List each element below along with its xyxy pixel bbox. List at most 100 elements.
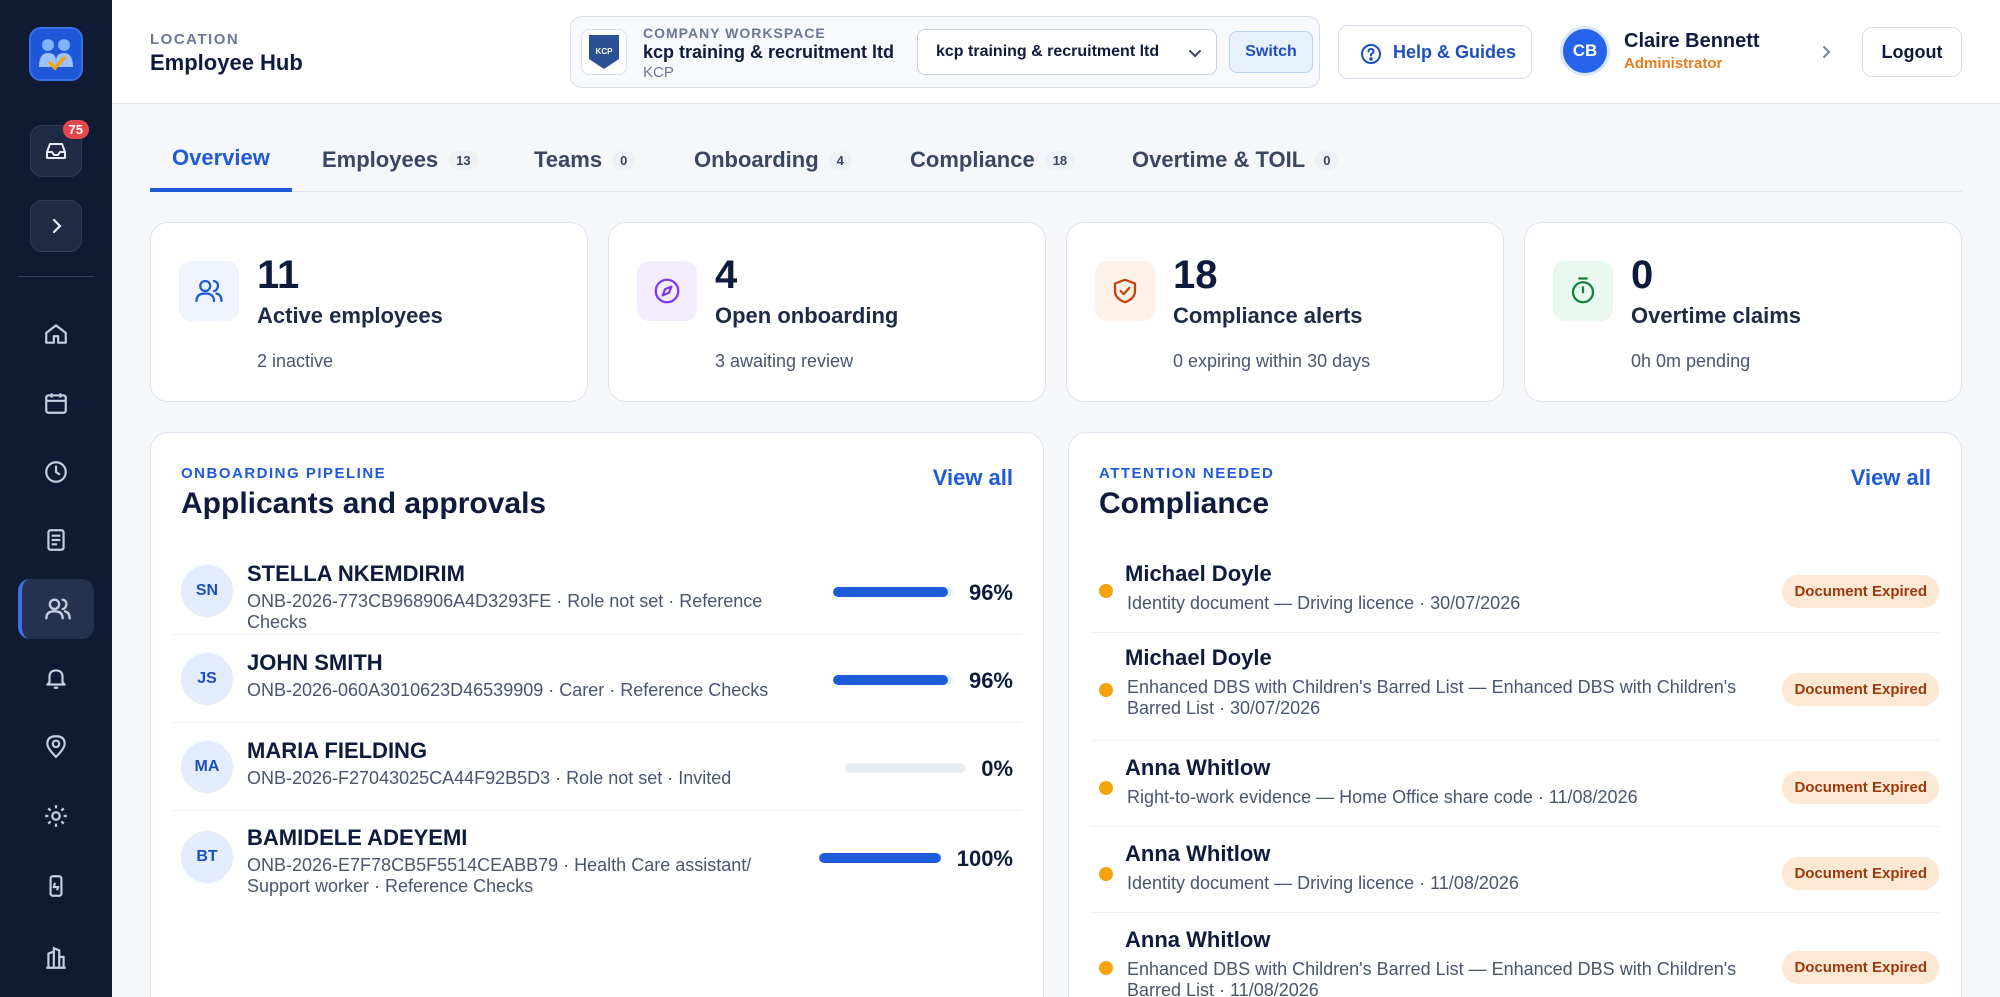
inbox-icon: [46, 143, 66, 159]
nav-locations[interactable]: [18, 716, 94, 776]
applicant-row[interactable]: MA MARIA FIELDING ONB-2026-F27043025CA44…: [173, 723, 1021, 811]
applicant-name: BAMIDELE ADEYEMI: [247, 825, 468, 850]
stat-card-compliance-alerts[interactable]: 18 Compliance alerts 0 expiring within 3…: [1066, 222, 1504, 402]
stat-card-overtime-claims[interactable]: 0 Overtime claims 0h 0m pending: [1524, 222, 1962, 402]
employee-name: Michael Doyle: [1125, 645, 1272, 670]
device-icon: [49, 875, 63, 897]
tab-onboarding[interactable]: Onboarding 4: [672, 128, 874, 192]
progress-bar: [845, 763, 965, 773]
status-badge: Document Expired: [1782, 673, 1939, 706]
nav-devices[interactable]: [18, 856, 94, 916]
compliance-row[interactable]: Anna Whitlow Identity document — Driving…: [1091, 827, 1939, 913]
compliance-view-all-link[interactable]: View all: [1850, 465, 1931, 490]
tab-overview[interactable]: Overview: [150, 128, 292, 192]
tab-teams[interactable]: Teams 0: [512, 128, 657, 192]
expand-sidebar-button[interactable]: [30, 200, 82, 252]
nav-calendar[interactable]: [18, 373, 94, 433]
nav-documents[interactable]: [18, 510, 94, 570]
stat-card-active-employees[interactable]: 11 Active employees 2 inactive: [150, 222, 588, 402]
status-badge: Document Expired: [1782, 575, 1939, 608]
applicant-name: JOHN SMITH: [247, 650, 383, 675]
progress-percent: 0%: [981, 756, 1013, 781]
tab-label: Teams: [534, 147, 603, 172]
nav-notifications[interactable]: [18, 648, 94, 708]
onboarding-view-all-link[interactable]: View all: [932, 465, 1013, 490]
clock-icon: [45, 461, 67, 483]
nav-employees[interactable]: [18, 579, 94, 639]
compliance-details: Enhanced DBS with Children's Barred List…: [1127, 959, 1737, 997]
applicant-row[interactable]: JS JOHN SMITH ONB-2026-060A3010623D46539…: [173, 635, 1021, 723]
buildings-icon: [46, 946, 66, 969]
progress-fill: [819, 853, 941, 863]
applicant-details: ONB-2026-773CB968906A4D3293FE · Role not…: [247, 591, 763, 632]
tab-label: Onboarding: [694, 147, 819, 172]
applicant-row[interactable]: SN STELLA NKEMDIRIM ONB-2026-773CB968906…: [173, 547, 1021, 635]
applicant-initials: BT: [181, 831, 233, 883]
inbox-button[interactable]: 75: [30, 120, 89, 177]
workspace-select-value: kcp training & recruitment ltd: [936, 43, 1160, 60]
app-logo[interactable]: [29, 27, 83, 81]
sidebar-divider: [18, 276, 94, 277]
tab-overtime-toil[interactable]: Overtime & TOIL 0: [1110, 128, 1360, 192]
compliance-row[interactable]: Anna Whitlow Enhanced DBS with Children'…: [1091, 913, 1939, 997]
tab-employees[interactable]: Employees 13: [300, 128, 501, 192]
workspace-select[interactable]: kcp training & recruitment ltd: [917, 29, 1217, 75]
panel-title: Compliance: [1099, 487, 1270, 520]
employee-name: Anna Whitlow: [1125, 755, 1271, 780]
status-badge: Document Expired: [1782, 951, 1939, 984]
applicant-initials: JS: [181, 653, 233, 705]
stat-label: Overtime claims: [1631, 303, 1801, 328]
employee-name: Anna Whitlow: [1125, 927, 1271, 952]
tab-count: 4: [828, 150, 852, 170]
workspace-name: kcp training & recruitment ltd: [643, 42, 895, 62]
employee-name: Anna Whitlow: [1125, 841, 1271, 866]
progress-bar: [833, 587, 953, 597]
stat-value: 0: [1631, 253, 1654, 297]
nav-settings[interactable]: [18, 786, 94, 846]
nav-time[interactable]: [18, 442, 94, 502]
compliance-row[interactable]: Michael Doyle Identity document — Drivin…: [1091, 547, 1939, 633]
users-icon: [45, 598, 71, 620]
compliance-row[interactable]: Anna Whitlow Right-to-work evidence — Ho…: [1091, 741, 1939, 827]
compliance-row[interactable]: Michael Doyle Enhanced DBS with Children…: [1091, 633, 1939, 741]
progress-percent: 96%: [968, 668, 1013, 693]
users-icon: [179, 261, 239, 321]
tab-label: Overtime & TOIL: [1132, 147, 1306, 172]
stat-subtext: 0h 0m pending: [1631, 351, 1751, 371]
logout-button[interactable]: Logout: [1862, 27, 1962, 77]
applicant-row[interactable]: BT BAMIDELE ADEYEMI ONB-2026-E7F78CB5F55…: [173, 811, 1021, 907]
user-name[interactable]: Claire Bennett: [1624, 30, 1760, 52]
location-pin-icon: [46, 735, 66, 759]
help-guides-button[interactable]: Help & Guides: [1338, 25, 1532, 79]
chevron-right-icon[interactable]: [1818, 44, 1834, 60]
nav-home[interactable]: [18, 304, 94, 364]
stat-card-open-onboarding[interactable]: 4 Open onboarding 3 awaiting review: [608, 222, 1046, 402]
panel-kicker: ONBOARDING PIPELINE: [181, 465, 387, 482]
logo-people-icon: [39, 39, 73, 71]
workspace-code: KCP: [643, 64, 674, 81]
stopwatch-icon: [1553, 261, 1613, 321]
stat-label: Compliance alerts: [1173, 303, 1363, 328]
chevron-down-icon: [1189, 50, 1201, 58]
sidebar: 75: [0, 0, 112, 997]
nav-organisation[interactable]: [18, 928, 94, 988]
stat-value: 4: [715, 253, 738, 297]
stat-subtext: 2 inactive: [257, 351, 334, 371]
tab-compliance[interactable]: Compliance 18: [888, 128, 1097, 192]
tab-count: 18: [1044, 150, 1076, 170]
page-title: Employee Hub: [150, 50, 303, 75]
chevron-right-icon: [52, 218, 62, 234]
applicant-name: STELLA NKEMDIRIM: [247, 561, 465, 586]
progress-percent: 96%: [968, 580, 1013, 605]
tab-count: 0: [612, 150, 636, 170]
tab-count: 0: [1315, 150, 1339, 170]
compliance-panel: ATTENTION NEEDED Compliance View all Mic…: [1068, 432, 1962, 997]
svg-text:KCP: KCP: [596, 47, 614, 56]
switch-workspace-button[interactable]: Switch: [1229, 31, 1313, 73]
shield-check-icon: [1095, 261, 1155, 321]
panel-title: Applicants and approvals: [181, 487, 547, 520]
help-circle-icon: [1361, 44, 1381, 64]
compass-icon: [637, 261, 697, 321]
stat-label: Open onboarding: [715, 303, 899, 328]
user-avatar[interactable]: CB: [1560, 26, 1610, 76]
